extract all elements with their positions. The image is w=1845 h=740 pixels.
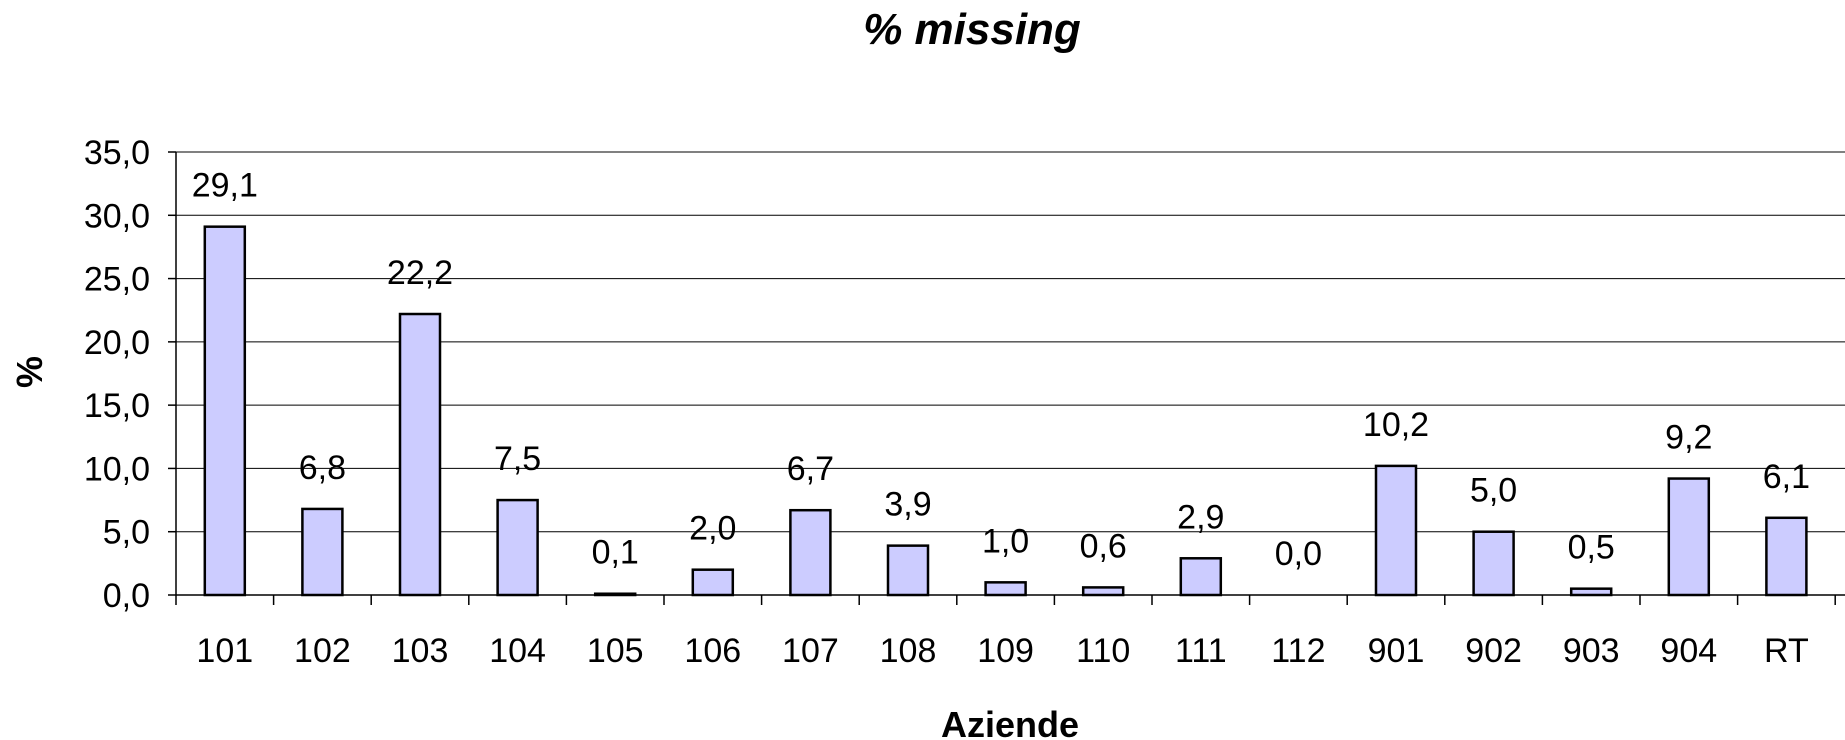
x-tick-label-101: 101 [196,632,253,670]
data-label-106: 2,0 [689,510,736,548]
data-label-107: 6,7 [787,450,834,488]
labels: 0,0 5,0 10,0 15,0 20,0 25,0 30,0 35,0 29,1 101 6,8… [84,134,1810,670]
bar-901 [1374,464,1418,597]
bar-109 [984,581,1027,597]
x-tick-label-109: 109 [977,632,1034,670]
data-label-902: 5,0 [1470,472,1517,510]
data-label-108: 3,9 [884,486,931,524]
bar-RT [1765,516,1808,597]
y-tick-label: 15,0 [84,387,150,425]
y-tick-label: 0,0 [103,577,150,615]
x-tick-label-112: 112 [1271,632,1325,670]
bar-104 [496,498,539,597]
x-tick-label-106: 106 [684,632,741,670]
bar-902 [1472,530,1515,597]
data-label-105: 0,1 [592,534,639,572]
data-label-104: 7,5 [494,440,541,478]
chart-title: % missing [863,5,1081,54]
data-label-901: 10,2 [1363,406,1429,444]
x-tick-label-102: 102 [294,632,351,670]
x-tick-label-903: 903 [1563,632,1620,670]
data-label-903: 0,5 [1568,529,1615,567]
y-axis-title: % [9,356,50,388]
x-tick-label-RT: RT [1764,632,1809,670]
bar-107 [789,508,832,597]
x-tick-label-107: 107 [782,632,839,670]
y-tick-label: 25,0 [84,261,150,299]
bar-103 [398,312,442,597]
bar-110 [1081,586,1125,597]
x-tick-label-902: 902 [1465,632,1522,670]
y-tick-label: 10,0 [84,450,150,488]
data-label-101: 29,1 [192,167,258,205]
x-tick-label-904: 904 [1660,632,1717,670]
bar-106 [691,568,735,597]
x-tick-label-111: 111 [1175,632,1227,670]
x-axis-title: Aziende [941,704,1079,740]
bar-111 [1179,557,1223,597]
data-label-102: 6,8 [299,449,346,487]
bar-904 [1667,477,1711,597]
x-tick-label-105: 105 [587,632,644,670]
x-tick-label-901: 901 [1368,632,1425,670]
y-tick-label: 5,0 [103,514,150,552]
data-label-109: 1,0 [982,522,1029,560]
x-tick-label-104: 104 [489,632,546,670]
data-label-111: 2,9 [1177,498,1224,536]
bar-108 [886,544,930,597]
x-tick-label-108: 108 [880,632,937,670]
gridlines [176,151,1845,533]
y-tick-label: 30,0 [84,197,150,235]
bar-903 [1569,587,1613,597]
x-tick-label-103: 103 [392,632,449,670]
x-tick-label-110: 110 [1076,632,1130,670]
bar-102 [301,507,344,597]
y-tick-label: 20,0 [84,324,150,362]
data-label-904: 9,2 [1665,419,1712,457]
data-label-RT: 6,1 [1763,458,1810,496]
data-label-112: 0,0 [1275,535,1322,573]
axes [168,151,1845,605]
data-label-103: 22,2 [387,254,453,292]
y-tick-label: 35,0 [84,134,150,172]
data-label-110: 0,6 [1080,527,1127,565]
bar-101 [203,225,247,597]
